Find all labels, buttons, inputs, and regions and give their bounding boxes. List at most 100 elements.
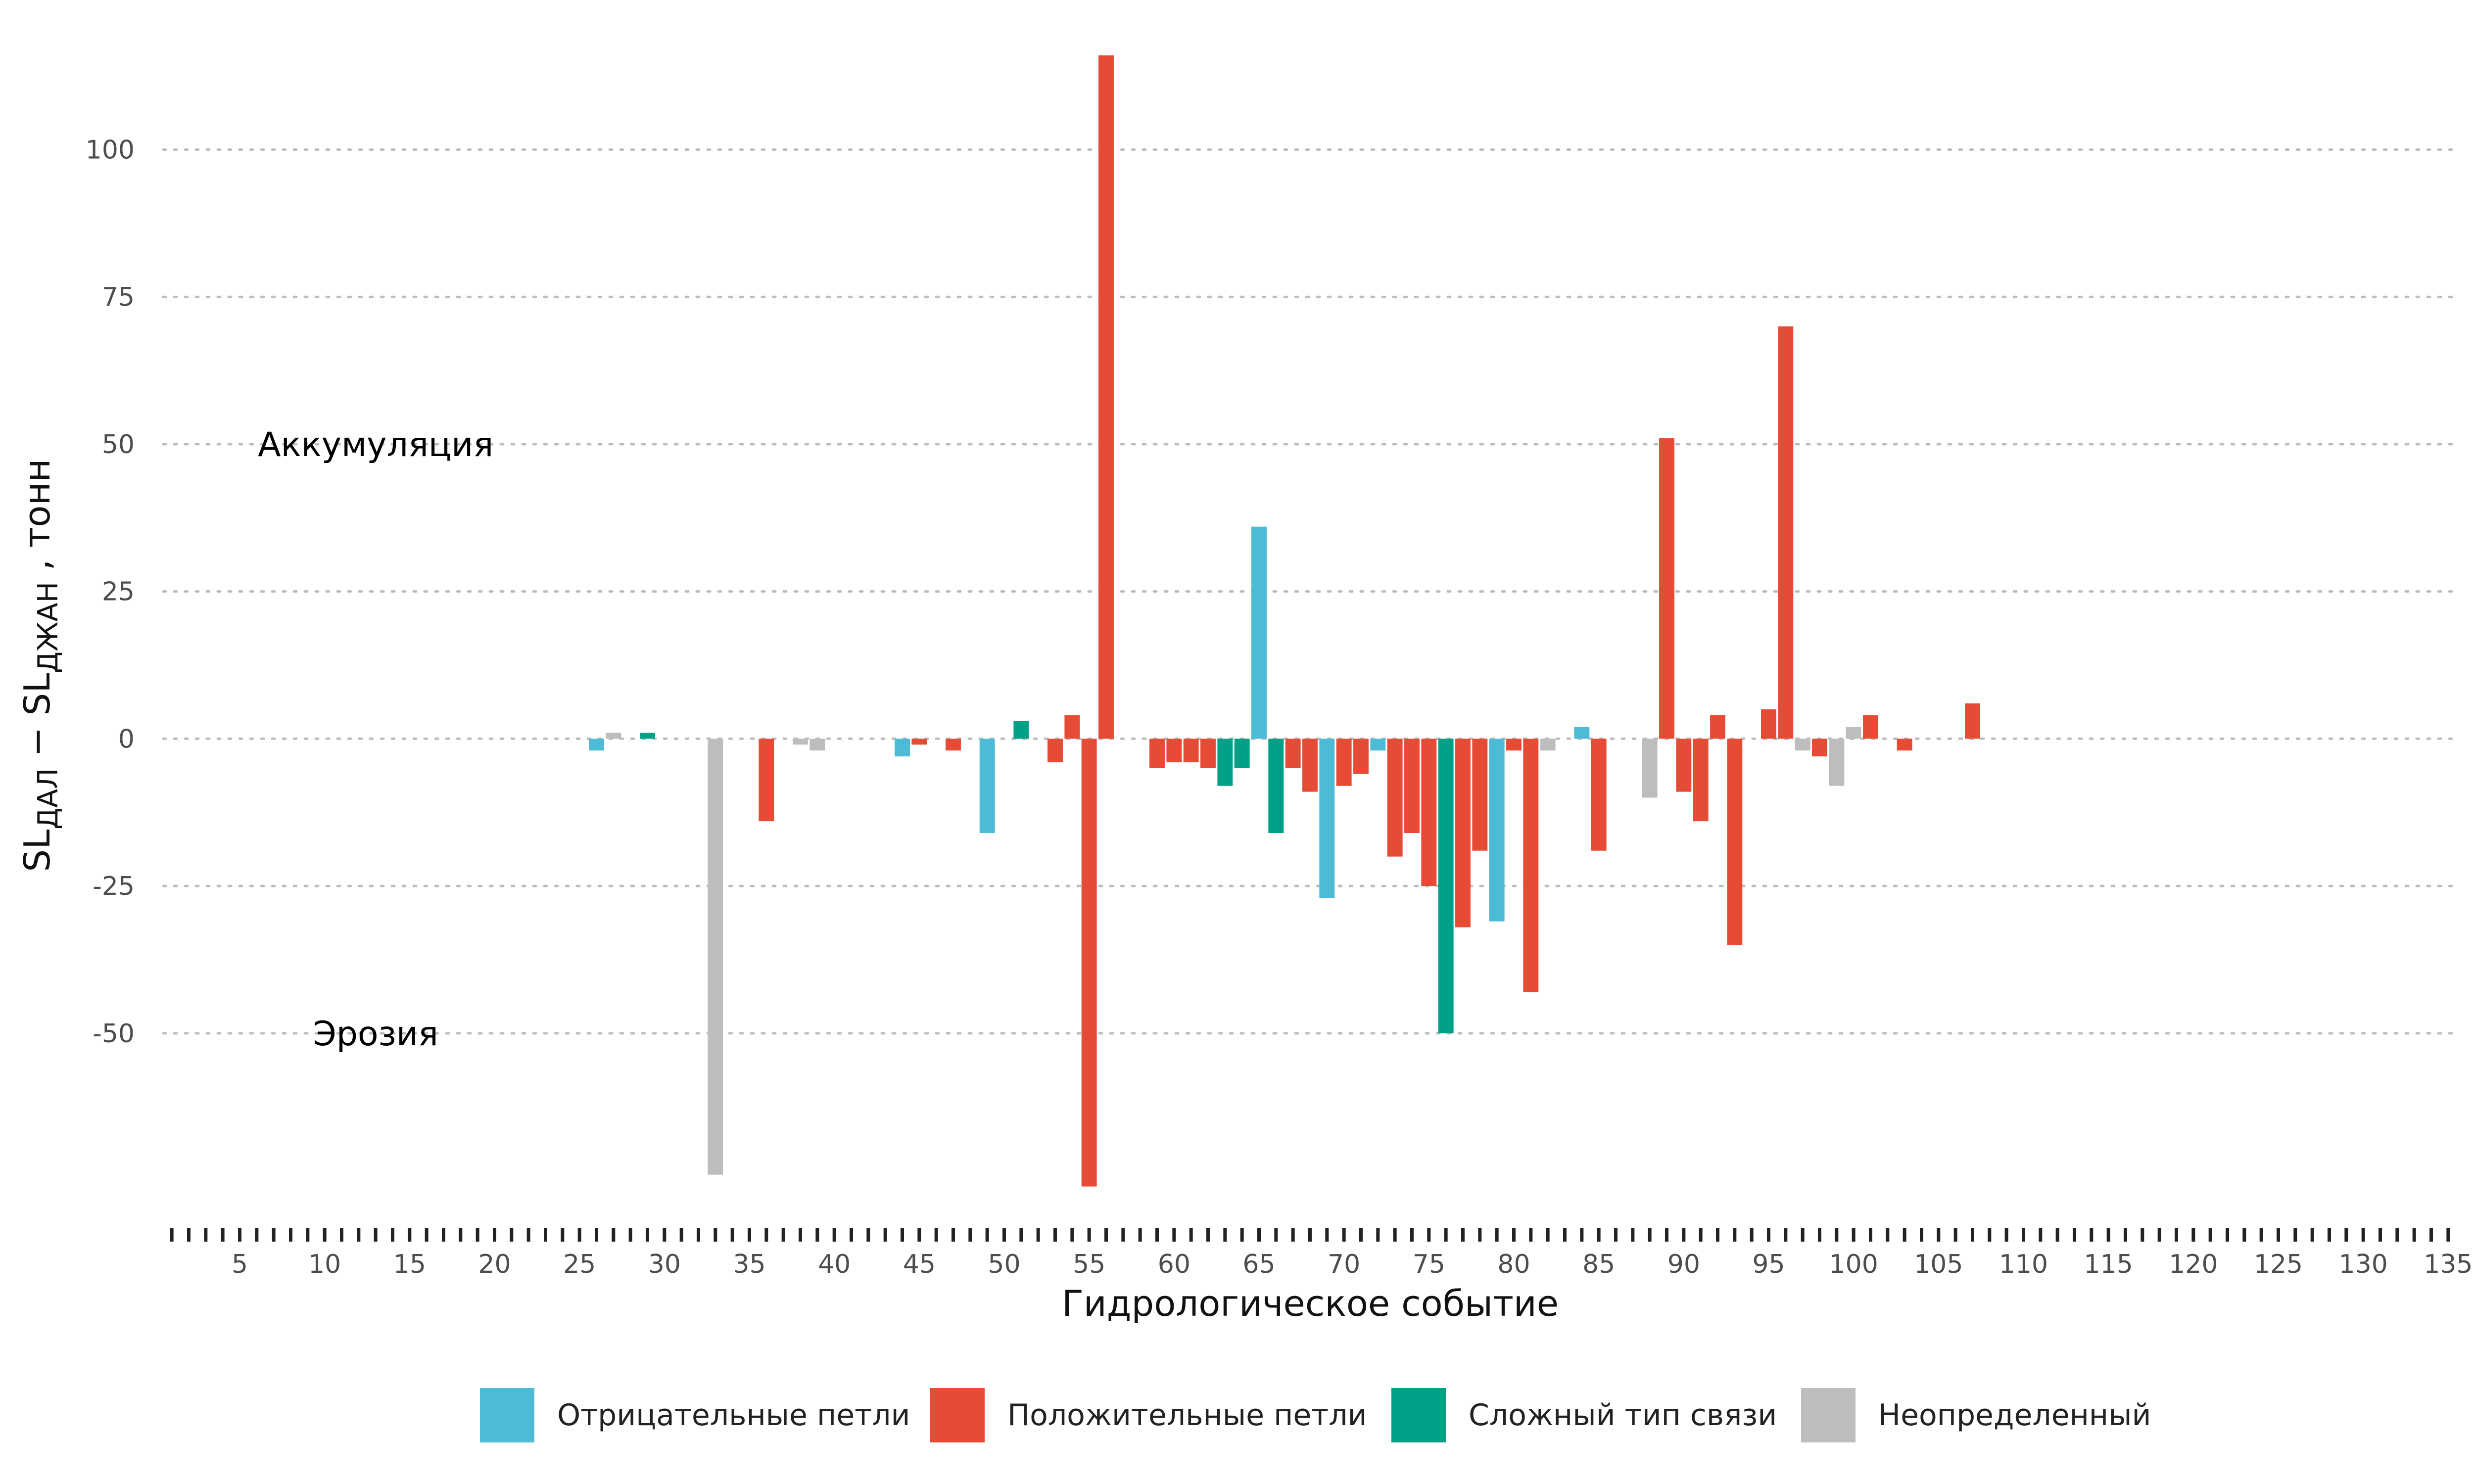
bar-103	[1897, 739, 1912, 751]
x-tick-label: 60	[1158, 1250, 1190, 1279]
bar-96	[1778, 326, 1794, 739]
bar-82	[1540, 739, 1556, 751]
legend-item-positive-loops: Положительные петли	[930, 1388, 1367, 1442]
bar-60	[1166, 739, 1182, 763]
legend-item-undefined: Неопределенный	[1801, 1388, 2151, 1442]
legend-label-undefined: Неопределенный	[1878, 1398, 2151, 1433]
x-tick-label: 40	[818, 1250, 851, 1279]
x-tick-label: 105	[1914, 1250, 1963, 1279]
bar-44	[895, 739, 910, 757]
bar-98	[1812, 739, 1827, 757]
bar-70	[1336, 739, 1352, 786]
bar-107	[1965, 703, 1980, 739]
y-tick-label: 25	[102, 577, 135, 607]
x-tick-label: 30	[648, 1250, 681, 1279]
gridlines	[162, 148, 2458, 1035]
x-tick-label: 90	[1667, 1250, 1700, 1279]
legend-label-complex-type: Сложный тип связи	[1469, 1398, 1777, 1433]
y-axis-ticks: 100 75 50 25 0 -25 -50	[86, 135, 135, 1048]
x-axis-ticks: 5 10 15 20 25 30 35 40 45 50 55 60 65 70 75 80 85 90 95 100…	[170, 1228, 2473, 1279]
bar-80	[1506, 739, 1522, 751]
bar-33	[708, 739, 723, 1175]
bar-26	[589, 739, 604, 751]
x-tick-label: 55	[1073, 1250, 1105, 1279]
bar-77	[1455, 739, 1471, 928]
x-tick-label: 25	[563, 1250, 596, 1279]
bar-55	[1081, 739, 1097, 1187]
y-tick-label: 100	[86, 135, 135, 165]
y-tick-label: 75	[102, 282, 135, 312]
bar-65	[1251, 526, 1267, 739]
bar-61	[1183, 739, 1199, 763]
legend-swatch-undefined	[1801, 1388, 1856, 1442]
x-tick-label: 70	[1328, 1250, 1360, 1279]
x-tick-label: 10	[308, 1250, 341, 1279]
legend: Отрицательные петли Положительные петли …	[480, 1388, 2151, 1442]
x-tick-label: 110	[1999, 1250, 2048, 1279]
bar-51	[1013, 721, 1029, 739]
x-tick-label: 125	[2254, 1250, 2303, 1279]
bar-78	[1472, 739, 1488, 851]
x-tick-label: 75	[1413, 1250, 1445, 1279]
bar-100	[1846, 727, 1861, 739]
annotations: Аккумуляция Эрозия	[258, 425, 493, 1054]
x-tick-label: 65	[1242, 1250, 1275, 1279]
bar-88	[1642, 739, 1658, 798]
bar-67	[1285, 739, 1301, 768]
x-tick-label: 50	[988, 1250, 1020, 1279]
x-tick-label: 120	[2169, 1250, 2218, 1279]
bar-91	[1693, 739, 1709, 822]
y-tick-label: -25	[93, 872, 135, 901]
x-tick-label: 95	[1752, 1250, 1785, 1279]
x-tick-label: 35	[733, 1250, 765, 1279]
bar-79	[1489, 739, 1505, 922]
x-tick-label: 5	[232, 1250, 248, 1279]
bar-97	[1795, 739, 1810, 751]
bar-90	[1676, 739, 1692, 792]
bar-45	[911, 739, 927, 745]
bar-76	[1438, 739, 1454, 1033]
bar-99	[1829, 739, 1845, 786]
bar-73	[1387, 739, 1403, 857]
legend-label-negative-loops: Отрицательные петли	[557, 1398, 910, 1433]
bar-39	[809, 739, 825, 751]
x-tick-label: 20	[478, 1250, 511, 1279]
bar-62	[1200, 739, 1216, 768]
y-tick-label: -50	[93, 1019, 135, 1049]
bar-29	[640, 733, 655, 739]
bar-93	[1727, 739, 1743, 945]
bar-27	[606, 733, 621, 739]
legend-item-negative-loops: Отрицательные петли	[480, 1388, 910, 1442]
legend-swatch-negative-loops	[480, 1388, 534, 1442]
bar-68	[1302, 739, 1318, 792]
y-tick-label: 0	[118, 724, 135, 754]
bar-85	[1591, 739, 1607, 851]
bar-72	[1370, 739, 1386, 751]
bar-38	[793, 739, 808, 745]
legend-swatch-positive-loops	[930, 1388, 985, 1442]
bar-84	[1574, 727, 1590, 739]
x-tick-label: 115	[2084, 1250, 2133, 1279]
bar-89	[1659, 438, 1674, 739]
bar-49	[979, 739, 995, 833]
y-tick-label: 50	[102, 430, 135, 460]
bar-71	[1353, 739, 1369, 774]
bar-54	[1064, 715, 1080, 739]
bar-69	[1319, 739, 1335, 898]
bar-74	[1404, 739, 1420, 833]
bar-75	[1421, 739, 1437, 886]
legend-item-complex-type: Сложный тип связи	[1391, 1388, 1777, 1442]
x-tick-label: 130	[2339, 1250, 2388, 1279]
bar-47	[946, 739, 961, 751]
bar-92	[1710, 715, 1725, 739]
bar-36	[759, 739, 774, 822]
annotation-label: Эрозия	[313, 1015, 438, 1054]
x-axis-title: Гидрологическое событие	[1062, 1283, 1559, 1324]
x-tick-label: 45	[903, 1250, 936, 1279]
x-tick-label: 80	[1497, 1250, 1530, 1279]
bars	[589, 55, 1980, 1187]
bar-63	[1217, 739, 1233, 786]
y-axis-title: SLДАЛ − SLДЖАН , тонн	[16, 459, 64, 872]
bar-53	[1047, 739, 1063, 763]
